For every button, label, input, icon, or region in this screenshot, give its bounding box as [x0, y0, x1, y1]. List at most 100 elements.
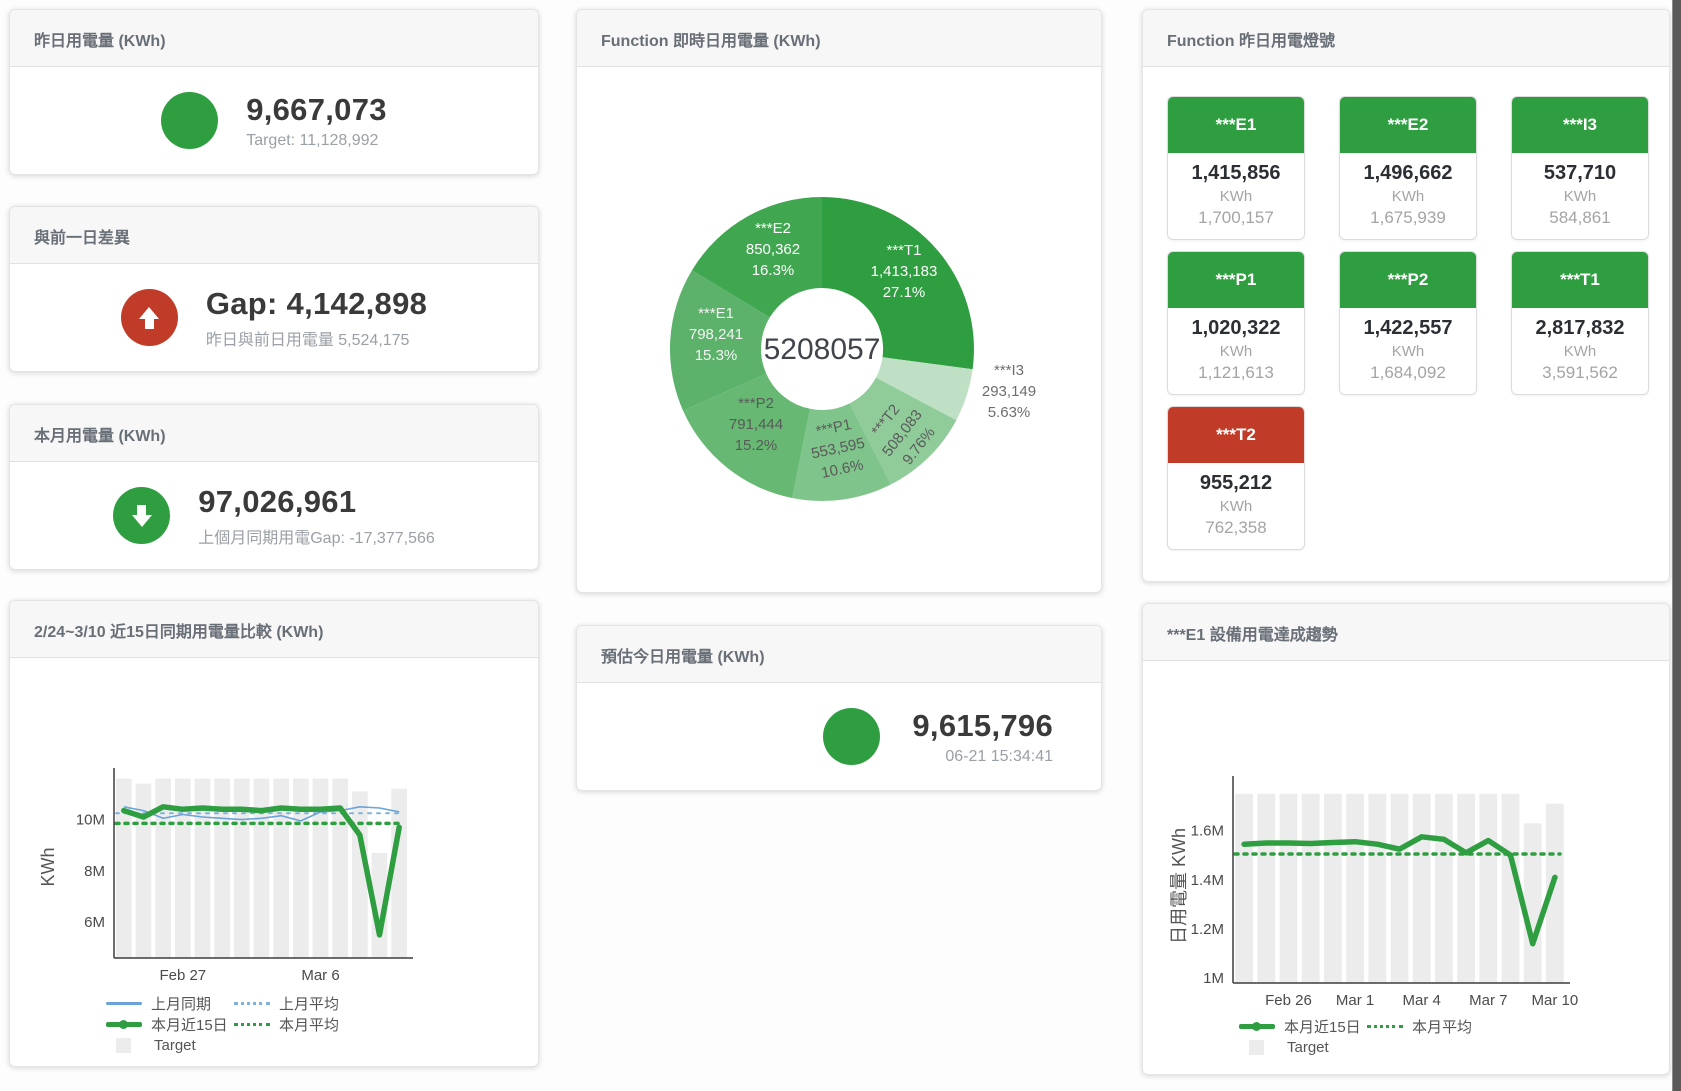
thick-line-icon	[1239, 1022, 1275, 1031]
y-tick-label: 1.6M	[1191, 823, 1224, 840]
donut-total: 5208057	[764, 333, 881, 366]
target-bar	[1301, 793, 1320, 983]
y-tick-label: 1M	[1203, 970, 1224, 987]
vertical-scrollbar[interactable]	[1672, 0, 1681, 1091]
target-bar	[1412, 793, 1431, 983]
tile-unit: KWh	[1219, 498, 1253, 515]
legend-label: Target	[154, 1037, 196, 1054]
donut-slice-P1[interactable]	[792, 403, 891, 501]
legend-this-month-avg[interactable]: 本月平均	[234, 1014, 339, 1035]
donut-label-I3: ***I3 293,149 5.63%	[982, 362, 1036, 421]
tile-target: 1,684,092	[1370, 363, 1446, 382]
tile-unit: KWh	[1391, 343, 1425, 360]
target-bar	[135, 783, 152, 958]
light-tile-T2: ***T2 955,212 KWh 762,358	[1167, 406, 1305, 550]
legend-label: Target	[1287, 1039, 1329, 1056]
target-bar	[371, 852, 388, 958]
target-bar	[253, 778, 270, 958]
panel-title: 2/24~3/10 近15日同期用電量比較 (KWh)	[10, 601, 538, 658]
tile-unit: KWh	[1391, 188, 1425, 205]
panel-title: ***E1 設備用電達成趨勢	[1143, 604, 1669, 661]
target-bar	[116, 778, 132, 958]
legend-label: 本月平均	[279, 1017, 340, 1034]
donut-slice-P2[interactable]	[683, 373, 810, 498]
donut-slice-T2[interactable]	[849, 377, 957, 485]
target-bar	[214, 778, 230, 958]
legend-target[interactable]: Target	[1239, 1039, 1329, 1056]
legend-label: 本月平均	[1412, 1019, 1473, 1036]
stat-subtitle: Target: 11,128,992	[246, 131, 379, 149]
x-tick-label: Mar 1	[1336, 992, 1374, 1009]
line-icon	[106, 1002, 142, 1005]
dotted-line-icon	[234, 1023, 270, 1026]
status-circle-icon	[161, 92, 219, 149]
target-bar	[1279, 793, 1298, 983]
legend-target[interactable]: Target	[106, 1037, 196, 1054]
panel-yesterday-lights: Function 昨日用電燈號 ***E1 1,415,856 KWh 1,70…	[1142, 9, 1670, 582]
tile-target: 3,591,562	[1542, 363, 1618, 382]
legend-this-month-avg[interactable]: 本月平均	[1367, 1016, 1472, 1037]
compare-chart: 6M 8M 10M Feb 27 Mar 6 KWh	[38, 768, 413, 984]
tile-header: ***I3	[1512, 97, 1648, 153]
tile-unit: KWh	[1219, 343, 1253, 360]
target-bar	[1235, 793, 1253, 983]
panel-title: 預估今日用電量 (KWh)	[577, 626, 1101, 683]
donut-slice-T1[interactable]	[822, 197, 974, 370]
panel-title: 本月用電量 (KWh)	[10, 405, 538, 462]
panel-15day-compare-chart: 2/24~3/10 近15日同期用電量比較 (KWh) 6M 8M 10M Feb 2…	[9, 600, 539, 1067]
donut-label-T1: ***T1 1,413,183 27.1%	[871, 242, 938, 301]
tile-unit: KWh	[1563, 188, 1597, 205]
target-bar	[312, 778, 329, 958]
tile-target: 1,675,939	[1370, 208, 1446, 227]
donut-label-E1: ***E1 798,241 15.3%	[689, 305, 743, 364]
panel-title-text: 2/24~3/10 近15日同期用電量比較 (KWh)	[34, 624, 324, 641]
tile-value: 955,212	[1199, 472, 1273, 494]
tile-value: 1,415,856	[1191, 162, 1281, 184]
legend-this-month[interactable]: 本月近15日	[106, 1014, 234, 1035]
donut-slice-E1[interactable]	[669, 270, 770, 411]
target-bar	[1546, 803, 1564, 983]
legend-this-month[interactable]: 本月近15日	[1239, 1016, 1367, 1037]
arrow-up-icon	[120, 289, 178, 346]
stat-row: 9,615,796 06-21 15:34:41	[577, 683, 1101, 790]
this-month-line	[121, 804, 402, 938]
legend-last-month-avg[interactable]: 上月平均	[234, 993, 339, 1014]
panel-title-text: ***E1 設備用電達成趨勢	[1167, 627, 1338, 644]
light-tile-P2: ***P2 1,422,557 KWh 1,684,092	[1339, 251, 1477, 395]
panel-title-text: 本月用電量 (KWh)	[34, 428, 166, 445]
x-tick-label: Feb 26	[1265, 992, 1312, 1009]
tile-header: ***P1	[1168, 252, 1304, 308]
panel-day-gap: 與前一日差異 Gap: 4,142,898 昨日與前日用電量 5,524,175	[9, 206, 539, 372]
arrow-down-icon	[113, 487, 171, 544]
stat-row: 97,026,961 上個月同期用電Gap: -17,377,566	[10, 462, 538, 569]
stat-value: Gap: 4,142,898	[205, 285, 428, 321]
y-tick-label: 8M	[84, 863, 105, 880]
light-tile-E2: ***E2 1,496,662 KWh 1,675,939	[1339, 96, 1477, 240]
tile-value: 1,496,662	[1363, 162, 1453, 184]
target-bar	[1346, 793, 1364, 983]
stat-value: 9,615,796	[912, 707, 1053, 743]
tile-header: ***P2	[1340, 252, 1476, 308]
donut-slice-E2[interactable]	[692, 197, 822, 318]
target-bar	[175, 778, 191, 958]
panel-month-usage: 本月用電量 (KWh) 97,026,961 上個月同期用電Gap: -17,3…	[9, 404, 539, 570]
legend-last-month[interactable]: 上月同期	[106, 993, 234, 1014]
x-tick-label: Mar 6	[301, 967, 339, 984]
stat-row: 9,667,073 Target: 11,128,992	[10, 67, 538, 174]
target-bar	[1523, 823, 1542, 983]
target-bar	[293, 778, 309, 958]
panel-e1-trend-chart: ***E1 設備用電達成趨勢 1M 1.2M 1.4M 1.6M Feb 26 Mar 1…	[1142, 603, 1670, 1075]
compare-chart-legend: 上月同期 上月平均 本月近15日 本月平均	[106, 993, 538, 1056]
y-tick-label: 1.4M	[1191, 872, 1224, 889]
target-bar	[1479, 793, 1498, 983]
target-bar	[1368, 793, 1387, 983]
tile-header: ***E2	[1340, 97, 1476, 153]
tile-target: 1,700,157	[1198, 208, 1274, 227]
panel-title-text: Function 昨日用電燈號	[1167, 33, 1335, 50]
stat-value: 97,026,961	[198, 483, 357, 519]
dotted-line-icon	[1367, 1025, 1403, 1028]
donut-slice-I3[interactable]	[875, 357, 973, 421]
light-tile-T1: ***T1 2,817,832 KWh 3,591,562	[1511, 251, 1649, 395]
light-tile-I3: ***I3 537,710 KWh 584,861	[1511, 96, 1649, 240]
tile-header: ***T1	[1512, 252, 1648, 308]
